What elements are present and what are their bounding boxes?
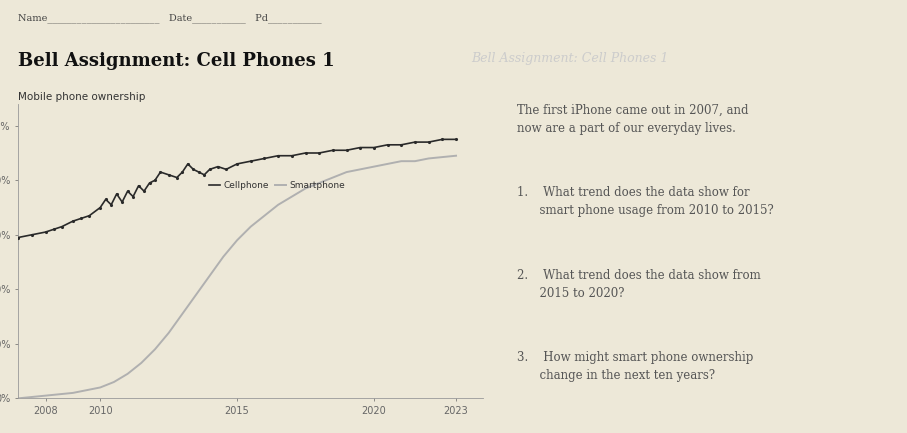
Text: 3.    How might smart phone ownership
      change in the next ten years?: 3. How might smart phone ownership chang… — [517, 351, 754, 382]
Text: Bell Assignment: Cell Phones 1: Bell Assignment: Cell Phones 1 — [18, 52, 335, 70]
Text: Bell Assignment: Cell Phones 1: Bell Assignment: Cell Phones 1 — [472, 52, 669, 65]
Legend: Cellphone, Smartphone: Cellphone, Smartphone — [206, 178, 348, 194]
Text: The first iPhone came out in 2007, and
now are a part of our everyday lives.: The first iPhone came out in 2007, and n… — [517, 104, 749, 135]
Text: Mobile phone ownership: Mobile phone ownership — [18, 92, 145, 102]
Text: 2.    What trend does the data show from
      2015 to 2020?: 2. What trend does the data show from 20… — [517, 269, 761, 300]
Text: 1.    What trend does the data show for
      smart phone usage from 2010 to 201: 1. What trend does the data show for sma… — [517, 186, 774, 217]
Text: Name_______________________   Date___________   Pd___________: Name_______________________ Date________… — [18, 13, 322, 23]
